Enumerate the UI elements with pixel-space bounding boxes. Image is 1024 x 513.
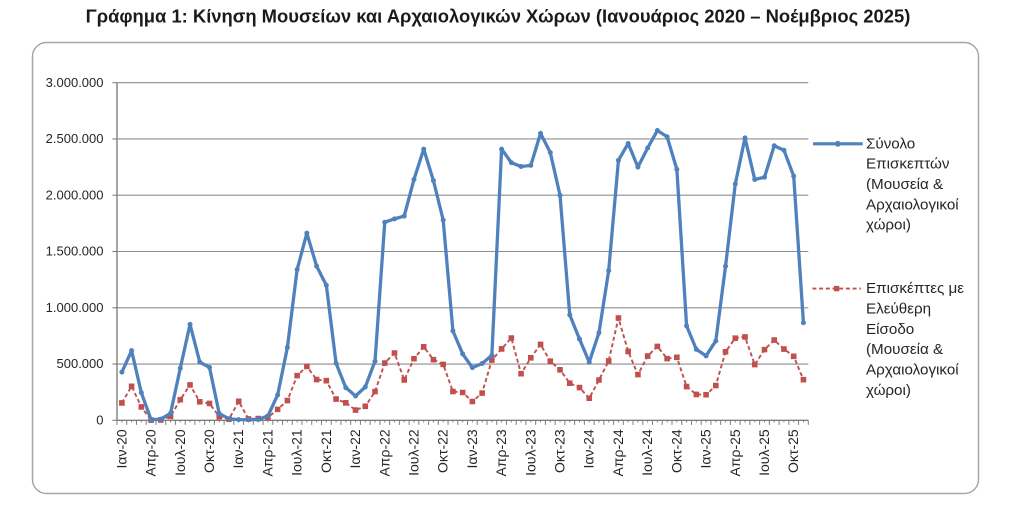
svg-text:Αρχαιολογικοί: Αρχαιολογικοί [866,196,959,213]
svg-text:Ιαν-23: Ιαν-23 [464,429,480,468]
svg-text:Απρ-25: Απρ-25 [727,429,743,476]
svg-text:Οκτ-20: Οκτ-20 [201,429,217,473]
svg-text:Απρ-20: Απρ-20 [143,429,159,476]
svg-text:Ιουλ-22: Ιουλ-22 [405,429,421,476]
svg-text:Ιαν-25: Ιαν-25 [698,429,714,468]
svg-text:1.000.000: 1.000.000 [46,300,104,315]
svg-text:Είσοδο: Είσοδο [866,321,914,338]
svg-text:Οκτ-25: Οκτ-25 [785,429,801,473]
svg-text:1.500.000: 1.500.000 [46,244,104,259]
svg-text:Οκτ-22: Οκτ-22 [435,429,451,473]
svg-text:Απρ-24: Απρ-24 [610,429,626,476]
svg-text:Ιουλ-25: Ιουλ-25 [756,429,772,476]
svg-text:Απρ-21: Απρ-21 [259,429,275,476]
svg-text:(Μουσεία &: (Μουσεία & [866,176,943,193]
svg-text:Ιαν-22: Ιαν-22 [347,429,363,468]
svg-text:Ιουλ-24: Ιουλ-24 [639,429,655,476]
svg-text:Οκτ-24: Οκτ-24 [668,429,684,473]
svg-text:Γράφημα 1: Κίνηση Μουσείων και: Γράφημα 1: Κίνηση Μουσείων και Αρχαιολογ… [86,6,911,27]
svg-text:3.000.000: 3.000.000 [46,75,104,90]
svg-text:χώροι): χώροι) [866,382,911,399]
svg-text:Ιουλ-20: Ιουλ-20 [172,429,188,476]
svg-text:Απρ-22: Απρ-22 [376,429,392,476]
svg-text:Ιουλ-21: Ιουλ-21 [289,429,305,476]
svg-text:Ιαν-24: Ιαν-24 [581,429,597,468]
svg-text:Αρχαιολογικοί: Αρχαιολογικοί [866,362,959,379]
svg-text:Οκτ-23: Οκτ-23 [552,429,568,473]
svg-text:Οκτ-21: Οκτ-21 [318,429,334,473]
svg-text:(Μουσεία &: (Μουσεία & [866,341,943,358]
svg-text:2.500.000: 2.500.000 [46,131,104,146]
svg-text:χώροι): χώροι) [866,217,911,234]
svg-text:Απρ-23: Απρ-23 [493,429,509,476]
svg-text:Ελεύθερη: Ελεύθερη [866,300,931,317]
svg-text:Ιαν-20: Ιαν-20 [113,429,129,468]
svg-text:Ιουλ-23: Ιουλ-23 [522,429,538,476]
svg-text:0: 0 [96,413,103,428]
svg-text:Σύνολο: Σύνολο [866,135,915,152]
svg-text:Ιαν-21: Ιαν-21 [230,429,246,468]
svg-text:Επισκεπτών: Επισκεπτών [866,156,950,173]
svg-text:2.000.000: 2.000.000 [46,187,104,202]
svg-text:Επισκέπτες με: Επισκέπτες με [866,280,964,297]
svg-text:500.000: 500.000 [57,356,104,371]
